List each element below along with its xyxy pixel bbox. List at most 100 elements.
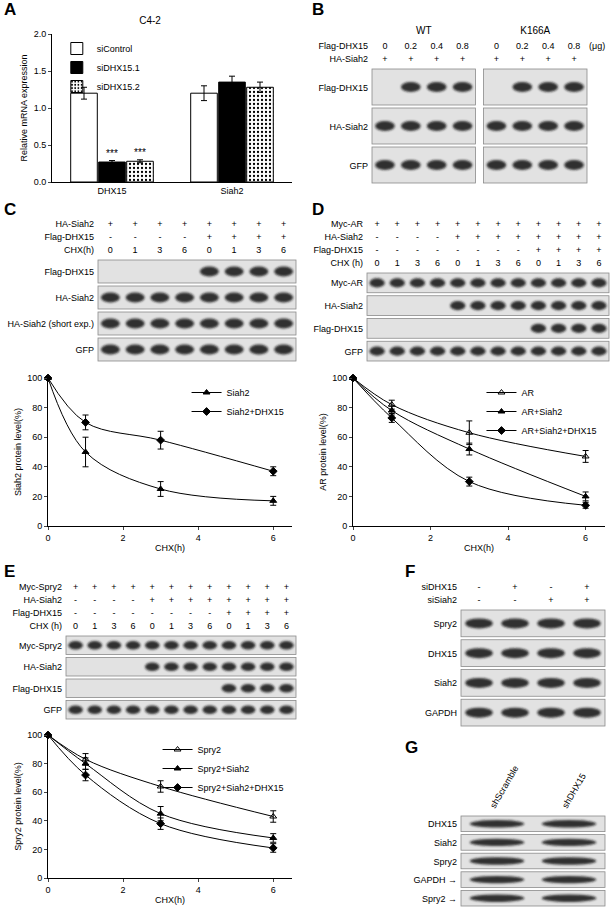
svg-text:+: +	[516, 219, 521, 229]
svg-text:4: 4	[506, 533, 511, 543]
svg-text:CHX(h): CHX(h)	[64, 245, 94, 255]
svg-text:0: 0	[108, 245, 113, 255]
svg-text:1: 1	[246, 621, 251, 631]
svg-text:0: 0	[382, 41, 387, 51]
svg-text:GFP: GFP	[75, 345, 94, 355]
svg-text:+: +	[150, 582, 155, 592]
svg-text:1: 1	[475, 258, 480, 268]
svg-text:0: 0	[37, 521, 42, 531]
svg-text:4: 4	[196, 533, 201, 543]
svg-text:+: +	[92, 582, 97, 592]
svg-text:C4-2: C4-2	[139, 15, 161, 26]
svg-text:0: 0	[37, 873, 42, 883]
svg-text:6: 6	[271, 533, 276, 543]
svg-text:DHX15: DHX15	[428, 819, 457, 829]
svg-text:GAPDH →: GAPDH →	[413, 875, 457, 885]
svg-text:0: 0	[150, 621, 155, 631]
svg-text:+: +	[281, 232, 286, 242]
svg-text:2.0: 2.0	[34, 29, 47, 39]
svg-text:-: -	[151, 608, 154, 618]
svg-text:+: +	[596, 245, 601, 255]
svg-text:+: +	[265, 582, 270, 592]
svg-text:+: +	[434, 54, 439, 64]
svg-text:+: +	[435, 219, 440, 229]
svg-text:siSiah2: siSiah2	[427, 595, 457, 605]
svg-text:+: +	[231, 219, 236, 229]
svg-text:+: +	[475, 232, 480, 242]
svg-text:40: 40	[337, 462, 347, 472]
svg-text:Spry2: Spry2	[433, 619, 457, 629]
svg-text:0: 0	[207, 245, 212, 255]
svg-text:100: 100	[332, 373, 347, 383]
svg-text:AR: AR	[521, 388, 534, 398]
svg-text:+: +	[455, 219, 460, 229]
svg-text:Spry2 protein level(%): Spry2 protein level(%)	[13, 762, 23, 851]
svg-text:AR+Siah2+DHX15: AR+Siah2+DHX15	[521, 426, 596, 436]
svg-text:+: +	[169, 595, 174, 605]
svg-text:-: -	[396, 245, 399, 255]
svg-text:60: 60	[32, 432, 42, 442]
svg-text:+: +	[546, 54, 551, 64]
svg-text:-: -	[456, 245, 459, 255]
svg-text:0: 0	[494, 41, 499, 51]
svg-text:HA-Siah2: HA-Siah2	[324, 301, 363, 311]
svg-text:+: +	[132, 219, 137, 229]
svg-text:+: +	[516, 232, 521, 242]
svg-text:DHX15: DHX15	[97, 186, 126, 196]
svg-text:Myc-Spry2: Myc-Spry2	[19, 582, 62, 592]
svg-text:-: -	[396, 232, 399, 242]
svg-text:1: 1	[232, 245, 237, 255]
svg-text:60: 60	[337, 432, 347, 442]
svg-text:1: 1	[556, 258, 561, 268]
svg-text:siControl: siControl	[97, 44, 133, 54]
svg-text:3: 3	[157, 245, 162, 255]
svg-text:0: 0	[455, 258, 460, 268]
svg-text:CHX(h): CHX(h)	[155, 543, 185, 553]
svg-text:+: +	[548, 595, 553, 605]
svg-text:-: -	[93, 608, 96, 618]
svg-text:+: +	[226, 582, 231, 592]
svg-text:-: -	[436, 232, 439, 242]
svg-text:+: +	[460, 54, 465, 64]
svg-text:1: 1	[133, 245, 138, 255]
svg-text:20: 20	[32, 845, 42, 855]
svg-text:-: -	[183, 232, 186, 242]
svg-text:6: 6	[284, 621, 289, 631]
svg-text:+: +	[182, 219, 187, 229]
svg-text:6: 6	[131, 621, 136, 631]
svg-text:100: 100	[27, 730, 42, 740]
svg-text:Flag-DHX15: Flag-DHX15	[318, 83, 368, 93]
svg-text:6: 6	[516, 258, 521, 268]
svg-text:+: +	[584, 582, 589, 592]
svg-text:3: 3	[415, 258, 420, 268]
svg-text:shScramble: shScramble	[488, 764, 520, 810]
svg-text:Flag-DHX15: Flag-DHX15	[313, 245, 363, 255]
svg-text:+: +	[576, 232, 581, 242]
svg-text:3: 3	[256, 245, 261, 255]
svg-text:Flag-DHX15: Flag-DHX15	[12, 684, 62, 694]
svg-text:6: 6	[182, 245, 187, 255]
svg-text:2: 2	[428, 533, 433, 543]
svg-text:Siah2: Siah2	[434, 678, 457, 688]
svg-text:40: 40	[32, 462, 42, 472]
svg-text:HA-Siah2: HA-Siah2	[23, 662, 62, 672]
svg-text:HA-Siah2: HA-Siah2	[55, 293, 94, 303]
svg-text:-: -	[550, 582, 553, 592]
svg-text:CHX(h): CHX(h)	[155, 895, 185, 905]
svg-text:3: 3	[188, 621, 193, 631]
svg-text:0: 0	[73, 621, 78, 631]
svg-text:+: +	[584, 595, 589, 605]
svg-text:+: +	[256, 232, 261, 242]
svg-text:20: 20	[337, 492, 347, 502]
svg-text:WT: WT	[416, 25, 432, 36]
svg-text:AR protein level(%): AR protein level(%)	[318, 413, 328, 491]
svg-text:Siah2 protein level(%): Siah2 protein level(%)	[13, 408, 23, 496]
svg-text:GFP: GFP	[43, 705, 62, 715]
svg-text:Myc-Spry2: Myc-Spry2	[19, 641, 62, 651]
svg-text:+: +	[245, 608, 250, 618]
svg-text:6: 6	[435, 258, 440, 268]
svg-text:+: +	[556, 232, 561, 242]
svg-text:100: 100	[27, 373, 42, 383]
svg-text:-: -	[376, 245, 379, 255]
svg-text:+: +	[281, 219, 286, 229]
